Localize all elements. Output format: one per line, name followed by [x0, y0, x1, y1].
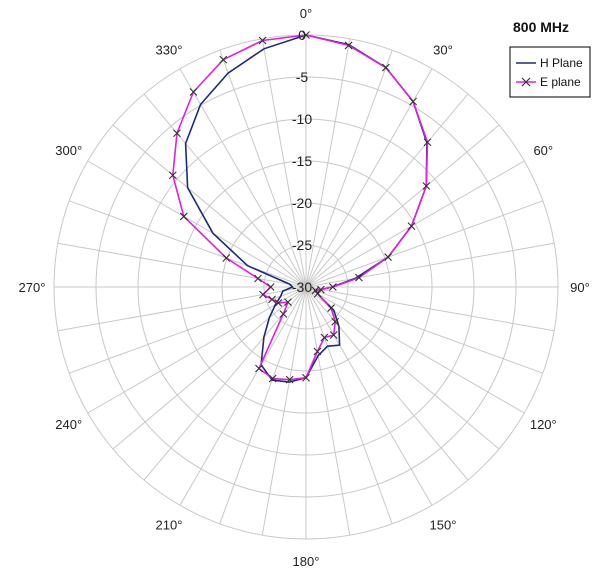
angle-tick-label: 270° — [19, 280, 46, 295]
series-layer — [168, 31, 432, 384]
radial-tick-label: -5 — [296, 69, 309, 85]
data-point — [258, 36, 267, 45]
legend-marker-e-plane — [521, 77, 531, 87]
angle-tick-label: 240° — [55, 417, 82, 432]
data-point — [284, 298, 292, 307]
data-point — [219, 55, 228, 64]
data-point — [384, 253, 392, 262]
grid-spoke — [219, 50, 307, 288]
grid-spoke — [87, 286, 307, 414]
data-point — [255, 364, 263, 373]
grid-spoke — [69, 286, 307, 374]
data-point — [285, 375, 294, 384]
data-point — [331, 317, 340, 326]
grid-spoke — [305, 286, 543, 374]
grid-spoke — [305, 93, 469, 288]
legend-item-e-plane: E plane — [516, 75, 581, 89]
data-point — [259, 290, 267, 299]
data-point — [254, 274, 262, 283]
data-point — [422, 182, 431, 190]
legend: H Plane E plane — [509, 46, 591, 98]
data-point — [327, 304, 335, 312]
data-point — [222, 254, 231, 262]
angle-tick-label: 0° — [300, 6, 312, 21]
grid-spoke — [112, 286, 307, 450]
grid-spoke — [305, 242, 555, 288]
grid-spoke — [305, 160, 525, 288]
data-point — [179, 212, 188, 221]
grid-spoke — [305, 286, 351, 536]
angle-tick-label: 60° — [533, 143, 553, 158]
angle-tick-label: 180° — [293, 554, 320, 569]
grid-spoke — [305, 124, 500, 288]
grid-spoke — [261, 38, 307, 288]
grid-spoke — [305, 200, 543, 288]
chart-title: 800 MHz — [513, 19, 569, 35]
data-point — [409, 97, 417, 106]
grid-spoke — [305, 286, 500, 450]
grid-spoke — [305, 50, 393, 288]
grid-spoke — [305, 286, 433, 506]
grid-spoke — [305, 286, 393, 524]
data-point — [189, 88, 198, 96]
legend-item-h-plane: H Plane — [516, 56, 583, 70]
grid-spoke — [179, 286, 307, 506]
grid-spoke — [143, 93, 307, 288]
radial-tick-label: -15 — [292, 153, 312, 169]
grid-spoke — [87, 160, 307, 288]
data-point — [302, 31, 310, 39]
radial-tick-label: -30 — [292, 279, 312, 295]
radial-tick-label: 0 — [298, 27, 306, 43]
angle-tick-label: 210° — [156, 517, 183, 532]
legend-label-e-plane: E plane — [540, 75, 581, 89]
series-e-plane — [168, 31, 432, 384]
grid-spoke — [112, 124, 307, 288]
grid-spoke — [305, 286, 555, 332]
angle-tick-label: 150° — [430, 517, 457, 532]
data-point — [268, 374, 277, 383]
grid-spoke — [305, 286, 525, 414]
radial-tick-label: -10 — [292, 111, 312, 127]
data-point — [423, 138, 432, 147]
grid-spoke — [57, 286, 307, 332]
legend-box — [509, 46, 591, 98]
grid-spoke — [261, 286, 307, 536]
data-point — [381, 63, 390, 72]
data-point — [329, 331, 338, 339]
grid-spoke — [305, 68, 433, 288]
radial-tick-label: -25 — [292, 237, 312, 253]
data-point — [173, 129, 181, 138]
angle-tick-label: 300° — [55, 143, 82, 158]
grid-spoke — [57, 242, 307, 288]
radial-tick-labels: 0 -5 -10 -15 -20 -25 -30 — [292, 27, 312, 295]
data-point — [328, 283, 337, 291]
angle-tick-label: 330° — [156, 43, 183, 58]
data-point — [313, 289, 322, 298]
data-point — [313, 347, 322, 356]
radial-tick-label: -20 — [292, 195, 312, 211]
data-point — [266, 283, 275, 291]
data-point — [355, 273, 363, 282]
angle-tick-label: 30° — [433, 43, 453, 58]
grid-spoke — [143, 286, 307, 481]
data-point — [344, 41, 353, 50]
data-point — [268, 295, 276, 304]
data-point — [274, 299, 283, 307]
angle-tick-labels: 0° 30° 60° 90° 120° 150° 180° 210° 240° 270° 300° 3… — [19, 6, 590, 569]
polar-grid — [53, 34, 559, 540]
data-point — [302, 373, 310, 382]
grid-spoke — [219, 286, 307, 524]
grid-spoke — [305, 38, 351, 288]
legend-label-h-plane: H Plane — [540, 56, 583, 70]
angle-tick-label: 120° — [530, 417, 557, 432]
data-point — [279, 310, 288, 318]
grid-spoke — [69, 200, 307, 288]
data-point — [168, 171, 177, 180]
data-point — [320, 333, 329, 342]
data-point — [407, 222, 416, 230]
angle-tick-label: 90° — [570, 280, 590, 295]
